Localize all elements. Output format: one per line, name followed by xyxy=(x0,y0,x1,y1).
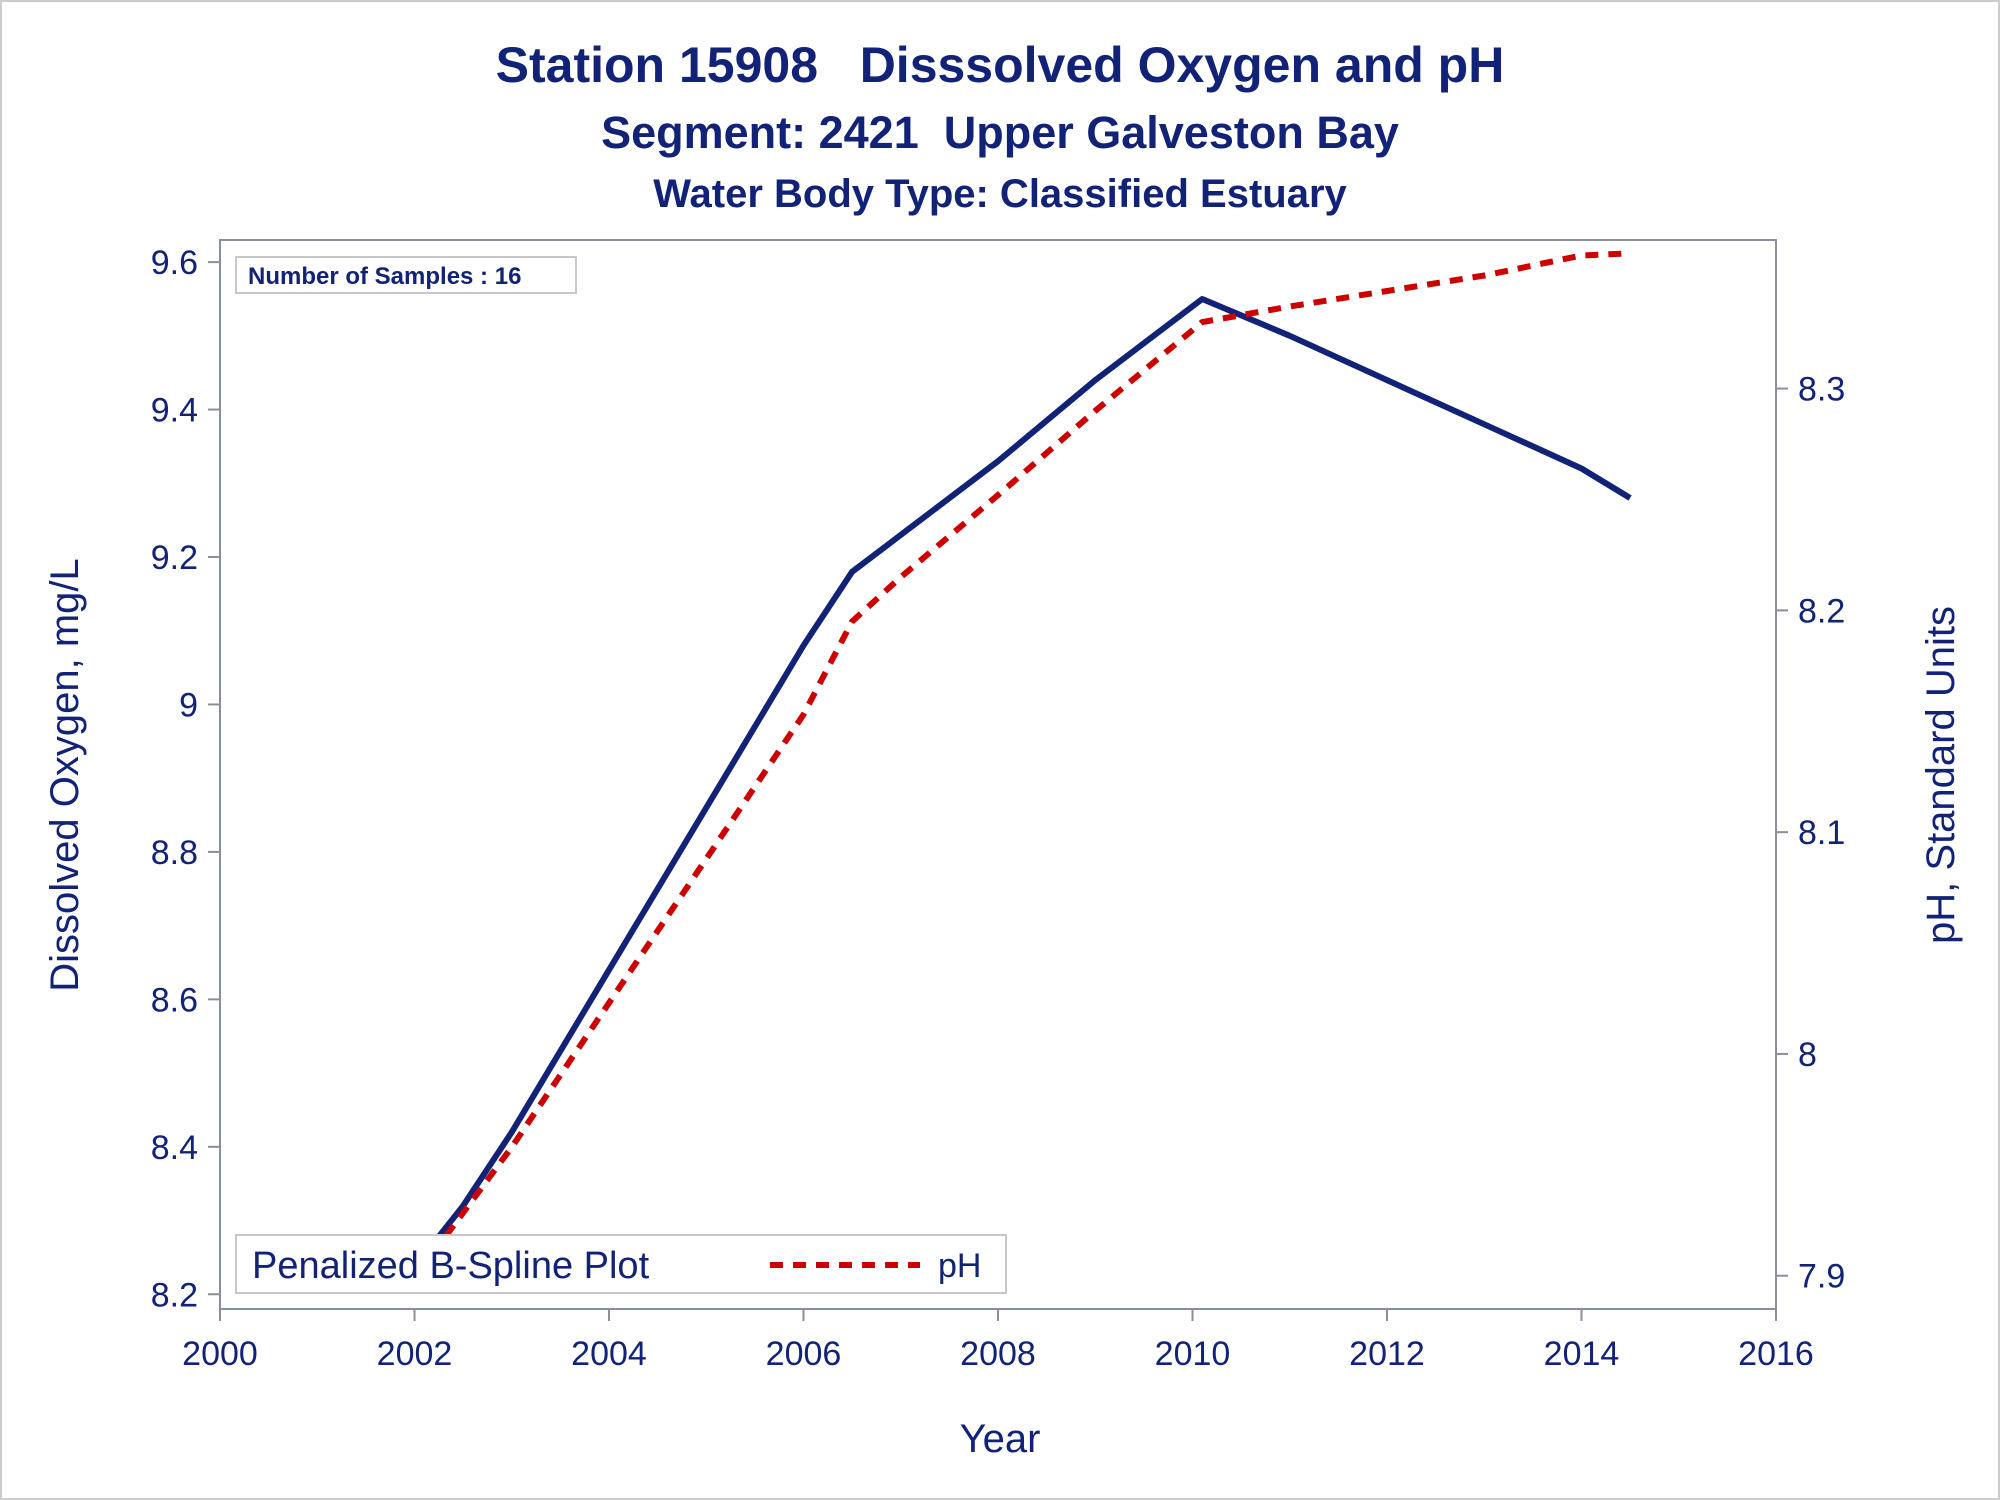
legend-title: Penalized B-Spline Plot xyxy=(252,1245,650,1287)
x-axis-label: Year xyxy=(960,1417,1041,1461)
x-tick-label: 2010 xyxy=(1155,1335,1231,1373)
y-axis-right: 7.9 8 8.1 8.2 8.3 xyxy=(1776,371,1845,1296)
legend: Penalized B-Spline Plot pH xyxy=(235,1234,1007,1294)
y-tick-label: 8.6 xyxy=(151,981,198,1019)
chart-title: Station 15908 Disssolved Oxygen and pH xyxy=(496,37,1505,93)
y-tick-label: 9.6 xyxy=(151,244,198,282)
dissolved-oxygen-series-line xyxy=(402,296,1632,1282)
y-tick-label: 8.2 xyxy=(151,1276,198,1314)
y-tick-label: 9 xyxy=(179,686,198,724)
legend-frame xyxy=(235,1234,1007,1294)
x-tick-label: 2016 xyxy=(1738,1335,1814,1373)
y-tick-label: 8.4 xyxy=(151,1129,198,1167)
x-tick-label: 2014 xyxy=(1544,1335,1620,1373)
y2-tick-label: 8.1 xyxy=(1798,814,1845,852)
y2-tick-label: 8.3 xyxy=(1798,371,1845,409)
x-axis: 2000 2002 2004 2006 2008 2010 2012 2014 2016 xyxy=(182,1309,1814,1373)
y2-tick-label: 7.9 xyxy=(1798,1258,1845,1296)
ph-series-line xyxy=(402,250,1631,1294)
y-axis-label: Dissolved Oxygen, mg/L xyxy=(43,558,87,992)
legend-label-ph: pH xyxy=(938,1247,981,1285)
chart-subtitle: Segment: 2421 Upper Galveston Bay xyxy=(601,107,1399,158)
chart-subtitle-2: Water Body Type: Classified Estuary xyxy=(653,172,1347,216)
y-axis-left: 8.2 8.4 8.6 8.8 9 9.2 9.4 9.6 xyxy=(151,244,220,1314)
y-tick-label: 8.8 xyxy=(151,834,198,872)
y2-tick-label: 8 xyxy=(1798,1036,1817,1074)
x-tick-label: 2008 xyxy=(960,1335,1036,1373)
x-tick-label: 2000 xyxy=(182,1335,258,1373)
x-tick-label: 2002 xyxy=(377,1335,453,1373)
y-tick-label: 9.2 xyxy=(151,539,198,577)
y2-tick-label: 8.2 xyxy=(1798,592,1845,630)
y-tick-label: 9.4 xyxy=(151,392,198,430)
sample-count-text: Number of Samples : 16 xyxy=(248,263,521,290)
sample-count-frame xyxy=(235,256,577,294)
y2-axis-label: pH, Standard Units xyxy=(1919,606,1963,944)
x-tick-label: 2004 xyxy=(571,1335,647,1373)
x-tick-label: 2006 xyxy=(766,1335,842,1373)
x-tick-label: 2012 xyxy=(1349,1335,1425,1373)
sample-count-box: Number of Samples : 16 xyxy=(235,256,577,294)
series-layer xyxy=(402,250,1632,1294)
